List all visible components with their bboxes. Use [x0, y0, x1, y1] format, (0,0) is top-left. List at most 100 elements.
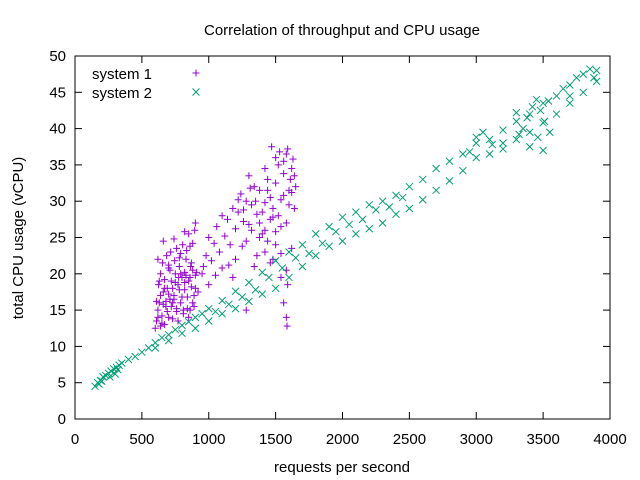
- y-tick-label: 20: [49, 266, 66, 283]
- data-point: [178, 329, 186, 338]
- data-point: [113, 365, 122, 374]
- data-point: [392, 191, 400, 200]
- y-axis-ticks: 0 5 10 15 20 25 30 35 40 45 50: [49, 48, 610, 428]
- data-point: [154, 306, 162, 314]
- data-point: [175, 286, 183, 294]
- data-point: [277, 223, 285, 231]
- data-point: [284, 281, 292, 289]
- data-point: [165, 290, 173, 298]
- data-point: [184, 317, 193, 326]
- data-point: [191, 313, 200, 322]
- data-point: [286, 175, 294, 183]
- data-point: [405, 182, 414, 191]
- data-point: [345, 220, 354, 229]
- data-point: [175, 273, 183, 281]
- data-point: [318, 239, 327, 248]
- data-point: [213, 223, 221, 231]
- data-point: [445, 177, 454, 185]
- data-point: [283, 322, 291, 330]
- data-point: [472, 133, 481, 142]
- data-point: [261, 165, 269, 173]
- data-point: [231, 287, 240, 296]
- y-tick-label: 30: [49, 193, 66, 210]
- data-point: [269, 255, 277, 263]
- data-point: [245, 278, 253, 287]
- data-point: [211, 307, 220, 316]
- data-point: [298, 240, 307, 249]
- data-point: [191, 219, 199, 227]
- data-point: [165, 261, 173, 269]
- legend-marker: [192, 69, 200, 77]
- data-point: [207, 257, 215, 265]
- data-point: [177, 270, 185, 278]
- data-point: [274, 212, 282, 220]
- data-point: [159, 237, 167, 245]
- legend-label-system-2: system 2: [92, 85, 152, 102]
- data-point: [187, 259, 195, 267]
- data-point: [237, 190, 245, 198]
- data-point: [280, 191, 288, 199]
- data-point: [234, 196, 242, 204]
- x-tick-label: 0: [71, 431, 79, 448]
- data-point: [272, 241, 280, 249]
- data-point: [170, 235, 178, 243]
- data-point: [290, 204, 298, 212]
- data-point: [171, 257, 179, 265]
- data-point: [166, 266, 174, 274]
- data-point: [245, 172, 253, 180]
- data-point: [274, 161, 282, 169]
- data-point: [251, 285, 260, 294]
- data-point: [234, 208, 242, 216]
- legend-marker-system-1: [192, 69, 200, 77]
- data-point: [153, 317, 161, 325]
- data-point: [291, 253, 300, 262]
- data-point: [539, 99, 547, 108]
- data-point: [252, 197, 260, 205]
- data-point: [272, 228, 280, 236]
- data-point: [398, 193, 407, 202]
- data-point: [138, 348, 146, 357]
- data-point: [179, 306, 187, 314]
- data-point: [258, 268, 267, 277]
- data-point: [189, 266, 197, 274]
- data-point: [163, 252, 171, 260]
- series-system-2: [91, 65, 601, 391]
- data-point: [284, 145, 292, 153]
- data-point: [242, 197, 250, 205]
- data-point: [532, 95, 541, 104]
- data-point: [405, 204, 414, 213]
- data-point: [181, 268, 189, 276]
- data-point: [248, 201, 256, 209]
- data-point: [566, 81, 574, 89]
- data-point: [261, 248, 269, 256]
- data-point: [191, 324, 200, 333]
- data-point: [182, 255, 190, 263]
- data-point: [282, 219, 290, 227]
- legend-label-system-1: system 1: [92, 66, 152, 83]
- data-point: [552, 92, 561, 100]
- data-point: [218, 296, 226, 305]
- data-point: [544, 97, 553, 105]
- y-tick-label: 15: [49, 302, 66, 319]
- data-point: [175, 254, 183, 262]
- data-point: [256, 219, 264, 227]
- data-point: [540, 117, 549, 126]
- data-point: [164, 336, 173, 345]
- data-point: [191, 271, 199, 279]
- data-point: [282, 313, 290, 321]
- data-point: [499, 139, 507, 147]
- x-axis-ticks: 0 500 1000 1500 2000 2500 3000 3500 4000: [71, 56, 627, 448]
- data-point: [288, 188, 296, 196]
- data-point: [277, 249, 285, 257]
- data-point: [159, 288, 167, 296]
- x-tick-label: 2000: [326, 431, 359, 448]
- data-point: [211, 271, 219, 279]
- data-point: [325, 222, 333, 231]
- data-point: [325, 242, 333, 251]
- data-point: [512, 117, 521, 126]
- data-point: [365, 200, 374, 209]
- data-point: [167, 302, 175, 310]
- y-axis-label: total CPU usage (vCPU): [10, 157, 27, 320]
- data-point: [285, 248, 293, 256]
- data-point: [545, 128, 554, 137]
